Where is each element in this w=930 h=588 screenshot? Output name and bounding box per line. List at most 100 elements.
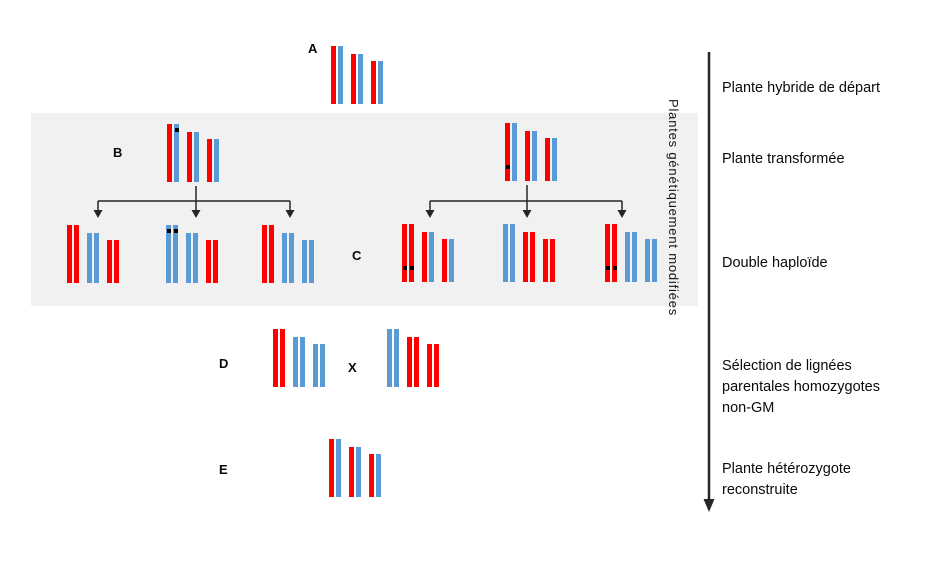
chromosome-pair [331, 46, 343, 104]
chromosome-bar-blue [320, 344, 325, 387]
chromosome-bar-red [550, 239, 555, 282]
chromosome-pair [87, 233, 99, 283]
stage-label-a: A [308, 41, 318, 56]
chromosome-bar-red [107, 240, 112, 283]
chromosome-pair [387, 329, 399, 387]
chromosome-pair [505, 123, 517, 181]
timeline-label-1: Plante hybride de départ [722, 80, 880, 96]
chromosome-pair [262, 225, 274, 283]
chromosome-pair [302, 240, 314, 283]
gm-vertical-label: Plantes génétiquement modifiées [666, 99, 681, 317]
chromosome-bar-red [422, 232, 427, 282]
chromosome-bar-blue [376, 454, 381, 497]
chromosome-bar-blue [302, 240, 307, 283]
chromosome-group-d-right [387, 329, 439, 387]
chromosome-bar-red [523, 232, 528, 282]
chromosome-bar-blue [282, 233, 287, 283]
chromosome-pair [187, 132, 199, 182]
chromosome-bar-blue [309, 240, 314, 283]
transgene-dot [612, 266, 617, 270]
chromosome-group-d-left [273, 329, 325, 387]
timeline-label-4: Sélection de lignées parentales homozygo… [722, 358, 880, 416]
chromosome-bar-red [262, 225, 267, 283]
chromosome-bar-blue [336, 439, 341, 497]
timeline-arrowhead-icon [703, 499, 715, 512]
timeline-label-5: Plante hétérozygote reconstruite [722, 461, 851, 498]
chromosome-pair [442, 239, 454, 282]
chromosome-pair [525, 131, 537, 181]
chromosome-pair [422, 232, 434, 282]
stage-label-b: B [113, 145, 123, 160]
chromosome-bar-blue [503, 224, 508, 282]
transgene-dot [166, 229, 171, 233]
chromosome-bar-blue [87, 233, 92, 283]
chromosome-bar-blue [293, 337, 298, 387]
chromosome-bar-blue [94, 233, 99, 283]
chromosome-bar-red [351, 54, 356, 104]
chromosome-bar-red [67, 225, 72, 283]
timeline-label-3: Double haploïde [722, 255, 828, 271]
chromosome-bar-blue [300, 337, 305, 387]
chromosome-group-c1 [67, 225, 119, 283]
chromosome-bar-red [402, 224, 407, 282]
chromosome-bar-red [273, 329, 278, 387]
chromosome-pair [523, 232, 535, 282]
chromosome-group-a [331, 46, 383, 104]
stage-label-d: D [219, 356, 229, 371]
chromosome-bar-blue [356, 447, 361, 497]
chromosome-bar-blue [632, 232, 637, 282]
chromosome-group-c2 [166, 225, 218, 283]
chromosome-group-e [329, 439, 381, 497]
chromosome-bar-blue [512, 123, 517, 181]
chromosome-pair [293, 337, 305, 387]
chromosome-bar-red [280, 329, 285, 387]
chromosome-pair [605, 224, 617, 282]
chromosome-group-c5 [503, 224, 555, 282]
chromosome-bar-blue [174, 124, 179, 182]
chromosome-bar-red [213, 240, 218, 283]
chromosome-bar-red [187, 132, 192, 182]
transgene-dot [174, 128, 179, 132]
chromosome-bar-blue [378, 61, 383, 104]
chromosome-bar-red [545, 138, 550, 181]
chromosome-bar-red [371, 61, 376, 104]
chromosome-bar-blue [645, 239, 650, 282]
chromosome-pair [206, 240, 218, 283]
chromosome-bar-blue [394, 329, 399, 387]
gm-region-band [31, 113, 698, 306]
chromosome-group-c6 [605, 224, 657, 282]
chromosome-pair [166, 225, 178, 283]
chromosome-pair [273, 329, 285, 387]
chromosome-bar-blue [186, 233, 191, 283]
chromosome-pair [371, 61, 383, 104]
chromosome-pair [402, 224, 414, 282]
chromosome-bar-blue [313, 344, 318, 387]
chromosome-bar-red [369, 454, 374, 497]
stage-label-e: E [219, 462, 228, 477]
chromosome-pair [186, 233, 198, 283]
chromosome-pair [427, 344, 439, 387]
chromosome-pair [313, 344, 325, 387]
timeline-label-2: Plante transformée [722, 151, 845, 167]
chromosome-bar-red [543, 239, 548, 282]
chromosome-bar-red [349, 447, 354, 497]
transgene-dot [605, 266, 610, 270]
chromosome-bar-red [612, 224, 617, 282]
chromosome-pair [107, 240, 119, 283]
chromosome-pair [351, 54, 363, 104]
chromosome-pair [207, 139, 219, 182]
chromosome-bar-blue [387, 329, 392, 387]
chromosome-bar-blue [532, 131, 537, 181]
chromosome-bar-blue [194, 132, 199, 182]
chromosome-bar-blue [552, 138, 557, 181]
chromosome-bar-blue [625, 232, 630, 282]
chromosome-bar-red [167, 124, 172, 182]
transgene-dot [173, 229, 178, 233]
chromosome-pair [167, 124, 179, 182]
chromosome-pair [67, 225, 79, 283]
chromosome-bar-blue [173, 225, 178, 283]
chromosome-bar-blue [510, 224, 515, 282]
chromosome-bar-red [530, 232, 535, 282]
chromosome-bar-red [525, 131, 530, 181]
